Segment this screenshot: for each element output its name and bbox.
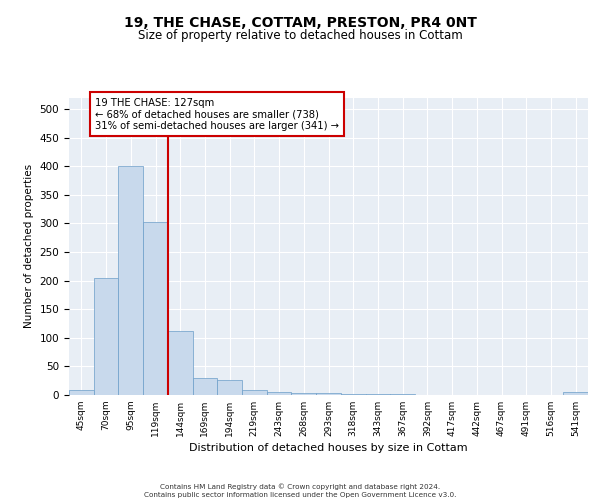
- Bar: [563, 392, 588, 395]
- Bar: [217, 380, 242, 395]
- Bar: [69, 390, 94, 395]
- Text: 19 THE CHASE: 127sqm
← 68% of detached houses are smaller (738)
31% of semi-deta: 19 THE CHASE: 127sqm ← 68% of detached h…: [95, 98, 339, 130]
- X-axis label: Distribution of detached houses by size in Cottam: Distribution of detached houses by size …: [189, 443, 468, 453]
- Bar: [267, 392, 292, 395]
- Text: Contains HM Land Registry data © Crown copyright and database right 2024.
Contai: Contains HM Land Registry data © Crown c…: [144, 484, 456, 498]
- Bar: [292, 392, 316, 395]
- Bar: [118, 166, 143, 395]
- Bar: [193, 378, 217, 395]
- Bar: [242, 390, 267, 395]
- Text: 19, THE CHASE, COTTAM, PRESTON, PR4 0NT: 19, THE CHASE, COTTAM, PRESTON, PR4 0NT: [124, 16, 476, 30]
- Bar: [341, 394, 365, 395]
- Bar: [94, 278, 118, 395]
- Bar: [316, 394, 341, 395]
- Text: Size of property relative to detached houses in Cottam: Size of property relative to detached ho…: [137, 29, 463, 42]
- Bar: [168, 331, 193, 395]
- Bar: [365, 394, 390, 395]
- Bar: [390, 394, 415, 395]
- Y-axis label: Number of detached properties: Number of detached properties: [24, 164, 34, 328]
- Bar: [143, 222, 168, 395]
